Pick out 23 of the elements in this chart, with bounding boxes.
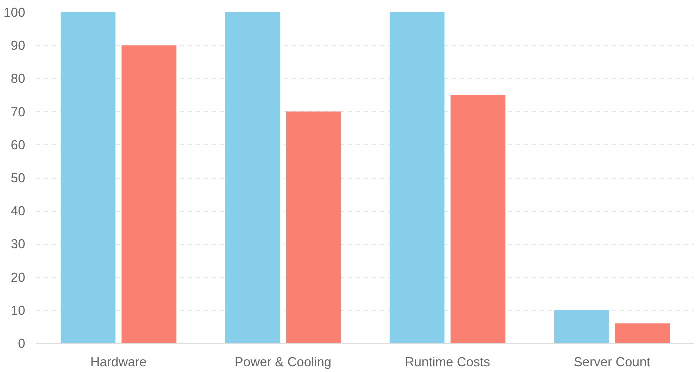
- y-tick-label: 10: [11, 302, 26, 318]
- bar: [450, 95, 506, 344]
- y-tick-label: 50: [11, 170, 26, 186]
- bar: [390, 12, 445, 344]
- y-tick-label: 60: [11, 137, 26, 152]
- y-tick-label: 90: [11, 38, 26, 54]
- y-tick-label: 80: [11, 71, 26, 86]
- x-tick-label: Server Count: [574, 354, 651, 370]
- y-tick-label: 20: [11, 270, 26, 285]
- x-tick-label: Power & Cooling: [234, 354, 332, 370]
- y-tick-label: 40: [11, 204, 26, 219]
- bar: [286, 112, 342, 344]
- bar: [225, 12, 280, 344]
- x-tick-label: Runtime Costs: [405, 354, 491, 370]
- y-tick-label: 100: [4, 5, 26, 20]
- y-tick-label: 0: [18, 336, 26, 351]
- bar: [615, 324, 670, 344]
- x-tick-label: Hardware: [90, 354, 147, 370]
- bar: [554, 310, 610, 344]
- bar: [122, 46, 177, 344]
- y-tick-label: 70: [11, 104, 26, 120]
- bar: [60, 12, 116, 344]
- y-tick-label: 30: [11, 236, 26, 252]
